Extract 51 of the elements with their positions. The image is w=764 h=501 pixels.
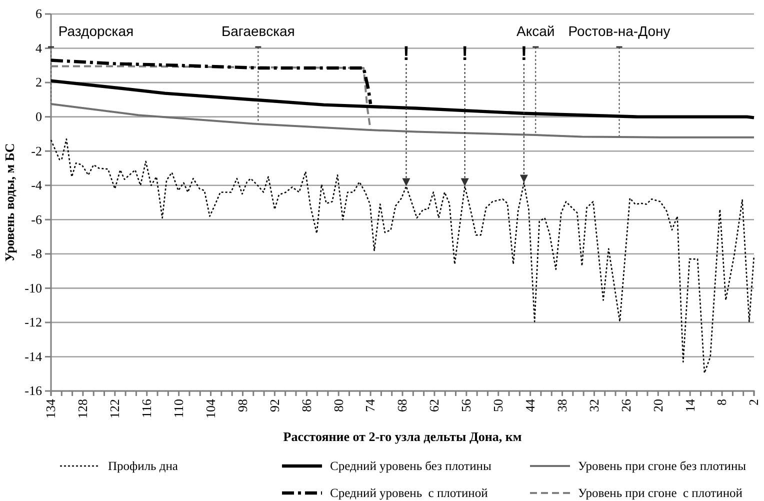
x-tick-label: 104	[202, 398, 218, 418]
annotation: !	[402, 43, 410, 65]
legend-label: Уровень при сгоне с плотиной	[578, 486, 743, 500]
legend-label: Уровень при сгоне без плотины	[578, 459, 747, 473]
x-tick-label: 110	[170, 399, 186, 418]
x-tick-label: 92	[266, 399, 282, 412]
y-tick-label: 4	[36, 40, 42, 56]
x-tick-label: 86	[298, 398, 314, 412]
x-tick-label: 32	[586, 399, 602, 412]
x-tick-label: 116	[139, 398, 154, 418]
y-tick-label: 6	[36, 6, 42, 22]
x-tick-label: 38	[554, 399, 570, 412]
x-tick-label: 20	[650, 399, 666, 412]
ref-line-label: Аксай	[516, 23, 555, 39]
ref-line-label: Ростов-на-Дону	[568, 23, 670, 39]
legend-label: Средний уровень с плотиной	[330, 486, 488, 500]
x-tick-label: 80	[330, 399, 346, 412]
y-tick-label: -2	[31, 143, 42, 158]
ref-line-label: Багаевская	[221, 23, 295, 39]
y-tick-label: -10	[24, 280, 42, 296]
x-tick-label: 62	[426, 399, 442, 412]
y-axis-title: Уровень воды, м БС	[2, 143, 17, 262]
x-tick-label: 68	[394, 399, 410, 412]
x-axis-title: Расстояние от 2-го узла дельты Дона, км	[283, 429, 522, 444]
x-tick-label: 26	[618, 398, 634, 412]
y-tick-label: -14	[24, 348, 42, 364]
x-tick-label: 128	[75, 399, 90, 418]
annotation: !	[461, 43, 468, 65]
y-tick-label: 0	[36, 108, 42, 124]
y-tick-label: -16	[24, 383, 42, 398]
x-tick-label: 50	[490, 399, 506, 412]
line-series	[50, 138, 755, 374]
x-tick-label: 8	[714, 399, 730, 406]
annotation: !	[520, 43, 528, 65]
x-tick-label: 2	[746, 399, 762, 406]
y-tick-label: -4	[31, 178, 42, 193]
x-tick-label: 134	[43, 398, 58, 418]
legend-label: Средний уровень без плотины	[330, 459, 492, 473]
line-series	[50, 102, 755, 138]
x-tick-label: 14	[682, 398, 698, 412]
x-tick-label: 98	[234, 399, 250, 412]
y-tick-label: -12	[24, 314, 42, 330]
y-tick-label: 2	[36, 74, 42, 90]
x-tick-label: 122	[107, 399, 122, 418]
legend-label: Профиль дна	[108, 459, 178, 473]
y-tick-label: -6	[31, 212, 42, 227]
y-tick-label: -8	[31, 246, 42, 262]
x-tick-label: 56	[458, 398, 474, 412]
x-tick-label: 74	[362, 398, 378, 412]
x-tick-label: 44	[522, 398, 538, 412]
ref-line-label: Раздорская	[58, 23, 134, 39]
